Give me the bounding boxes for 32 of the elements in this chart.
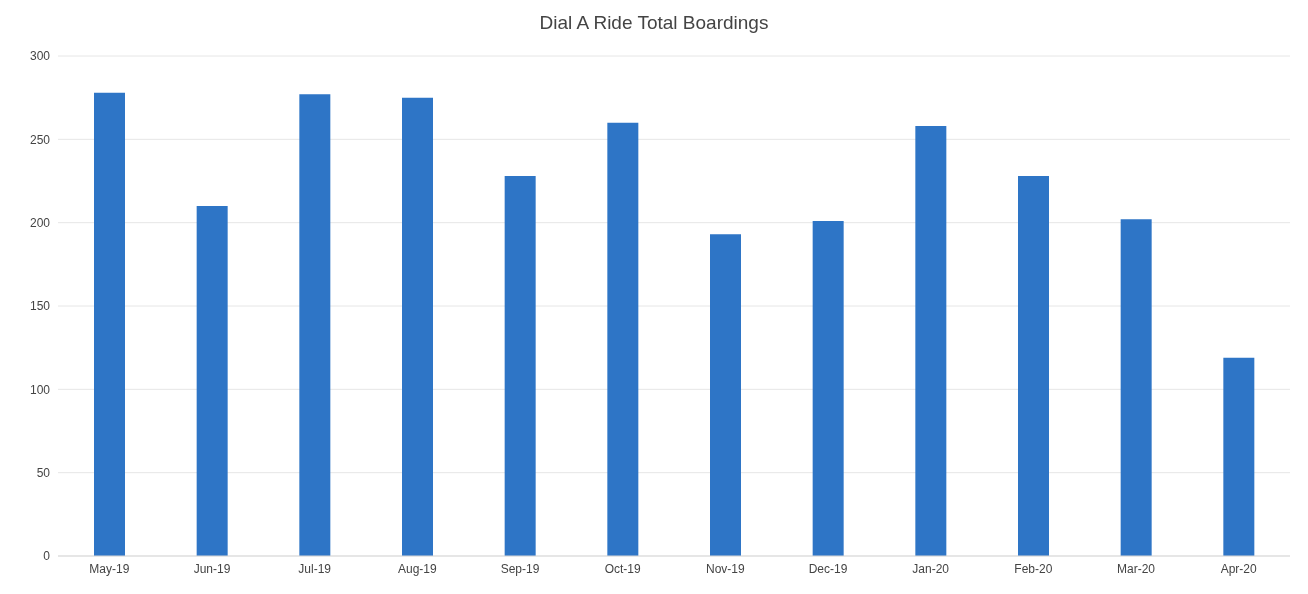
y-tick-label: 300 [29,49,51,64]
y-tick-label: 250 [29,132,51,147]
x-tick-label: Aug-19 [397,561,437,576]
x-tick-label: Apr-20 [1220,561,1257,576]
y-tick-label: 0 [43,549,51,564]
bar [196,206,228,556]
bar [1223,357,1255,556]
y-tick-label: 100 [29,382,51,397]
bar [1120,219,1152,556]
bar [504,176,536,556]
y-tick-label: 200 [29,215,51,230]
x-tick-label: Mar-20 [1116,561,1156,576]
x-tick-label: Jun-19 [193,561,231,576]
x-tick-label: Jul-19 [298,561,332,576]
x-tick-label: Dec-19 [808,561,848,576]
bar [607,122,639,556]
bar [1018,176,1049,556]
x-tick-label: Feb-20 [1014,561,1053,576]
x-tick-label: Sep-19 [500,561,540,576]
bar [812,221,844,556]
bar [94,92,125,556]
y-tick-label: 150 [29,299,51,314]
bar [402,97,433,556]
chart-title: Dial A Ride Total Boardings [538,11,770,35]
x-tick-label: May-19 [89,561,130,576]
x-tick-label: Nov-19 [705,561,745,576]
bar [915,126,947,556]
bar [710,234,741,556]
x-tick-label: Jan-20 [912,561,950,576]
bar [299,94,331,556]
x-tick-label: Oct-19 [604,561,641,576]
y-tick-label: 50 [36,465,51,480]
